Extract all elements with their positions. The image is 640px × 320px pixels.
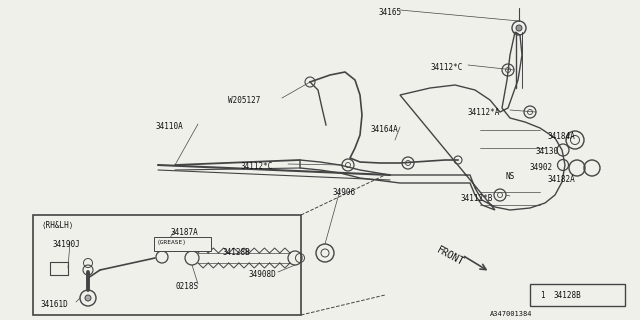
Text: ⟨RH&LH⟩: ⟨RH&LH⟩ [42,221,74,230]
Text: 34184A: 34184A [548,132,576,141]
FancyBboxPatch shape [530,284,625,306]
Text: 34187A: 34187A [170,228,198,237]
Text: 34112*C: 34112*C [430,63,462,72]
Text: A347001384: A347001384 [490,311,532,317]
Text: 0218S: 0218S [175,282,198,291]
Text: 34908D: 34908D [248,270,276,279]
Text: W205127: W205127 [228,96,260,105]
Text: 34130: 34130 [535,147,558,156]
Text: 34161D: 34161D [40,300,68,309]
Text: 34112*B: 34112*B [460,194,492,203]
Text: 34190J: 34190J [52,240,80,249]
Text: FRONT: FRONT [435,245,466,268]
Circle shape [85,295,91,301]
Circle shape [516,25,522,31]
Text: 34128B: 34128B [222,248,250,257]
FancyBboxPatch shape [154,237,211,251]
Text: 1: 1 [540,291,544,300]
FancyBboxPatch shape [33,215,301,315]
Text: 34112*A: 34112*A [467,108,499,117]
Text: 34902: 34902 [530,163,553,172]
Text: ⟨GREASE⟩: ⟨GREASE⟩ [157,240,187,245]
Text: NS: NS [505,172,515,181]
Text: 34165: 34165 [378,8,401,17]
Text: 34182A: 34182A [548,175,576,184]
Text: 34128B: 34128B [554,291,582,300]
Text: 34906: 34906 [332,188,355,197]
Text: 34164A: 34164A [370,125,397,134]
Text: 34112*C: 34112*C [240,162,273,171]
Text: 34110A: 34110A [155,122,183,131]
